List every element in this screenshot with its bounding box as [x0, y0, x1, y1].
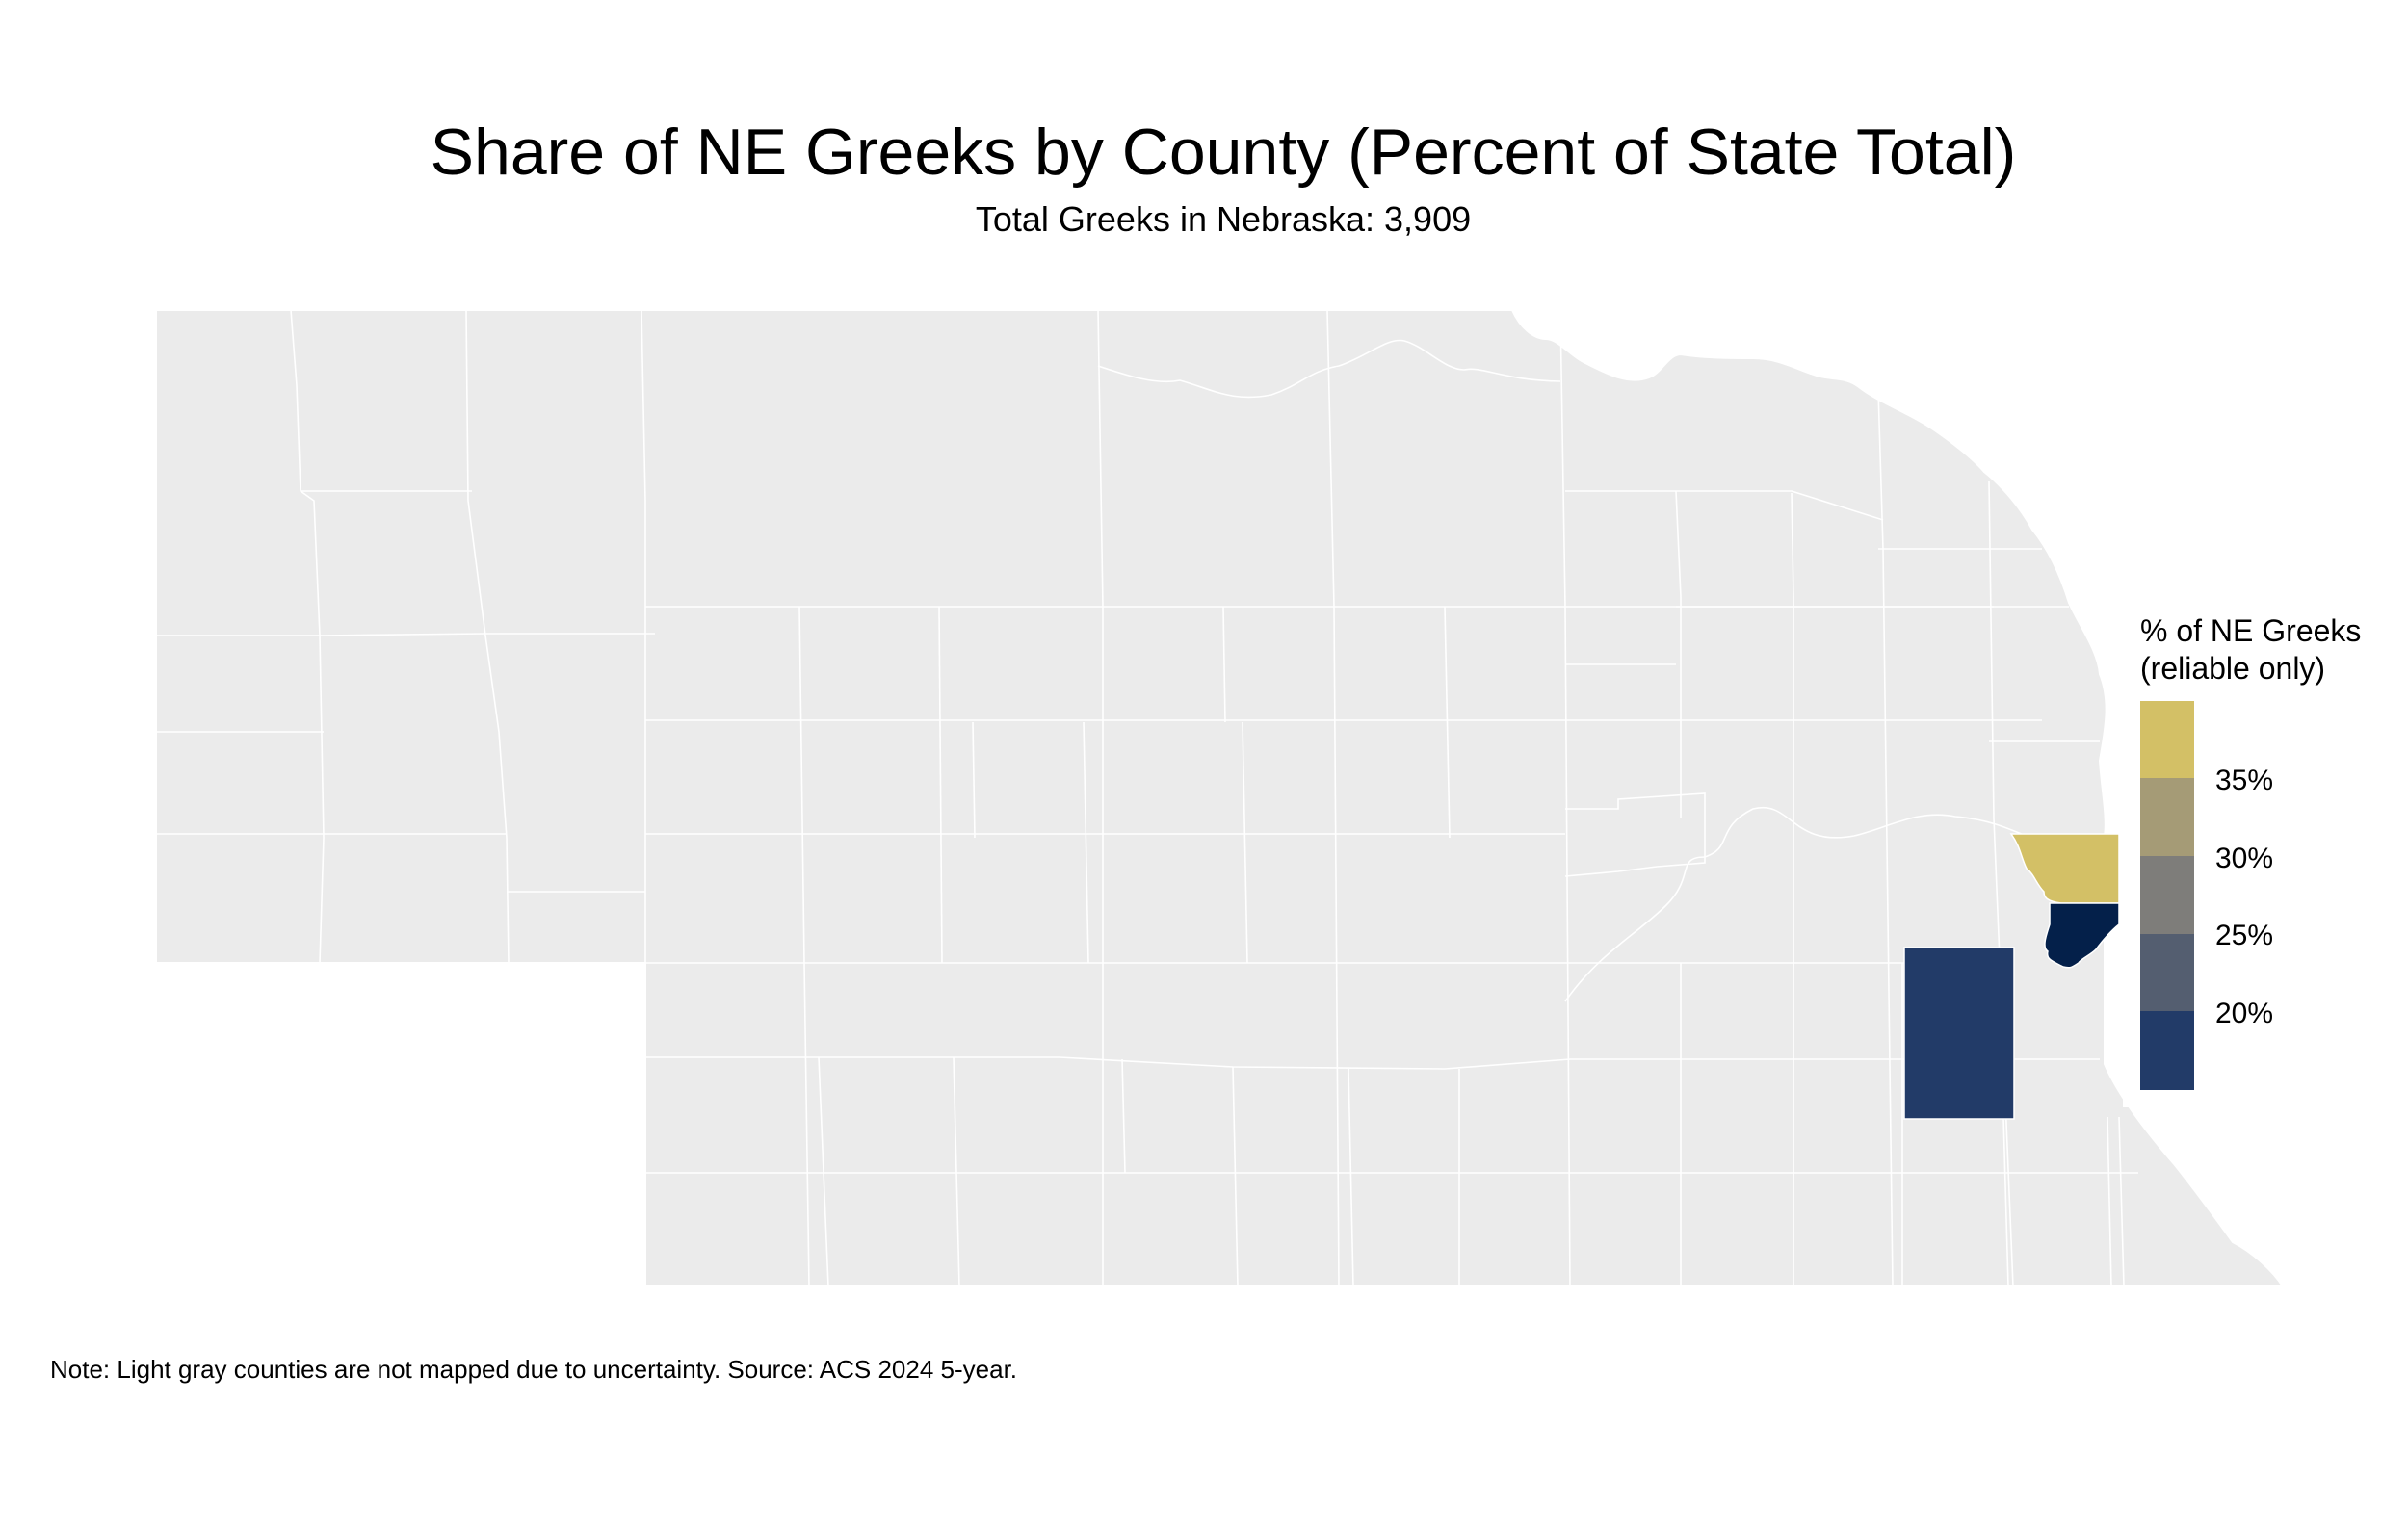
legend-bin-5	[2140, 701, 2194, 778]
legend-title: % of NE Greeks (reliable only)	[2140, 612, 2361, 688]
legend-bin-1	[2140, 1011, 2194, 1090]
state-outline	[155, 309, 2285, 1287]
legend-title-line2: (reliable only)	[2140, 651, 2326, 686]
legend-bin-2	[2140, 934, 2194, 1011]
legend-tick-label: 25%	[2215, 920, 2274, 951]
legend-colorbar	[2140, 701, 2194, 1090]
map-title: Share of NE Greeks by County (Percent of…	[430, 116, 2017, 189]
legend-tick-label: 20%	[2215, 998, 2274, 1029]
legend-tick-label: 30%	[2215, 843, 2274, 874]
washington-county	[2009, 833, 2120, 904]
legend-tick-label: 35%	[2215, 765, 2274, 796]
legend-title-line1: % of NE Greeks	[2140, 613, 2362, 648]
douglas-county	[2044, 902, 2120, 969]
lancaster-county	[1903, 947, 2015, 1120]
legend-bin-3	[2140, 856, 2194, 934]
source-note: Note: Light gray counties are not mapped…	[50, 1355, 1018, 1384]
legend-bin-4	[2140, 778, 2194, 856]
map-subtitle: Total Greeks in Nebraska: 3,909	[975, 199, 1472, 239]
